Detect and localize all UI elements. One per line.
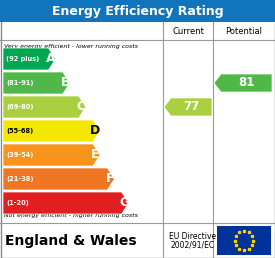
Text: D: D — [90, 125, 101, 138]
Polygon shape — [3, 144, 100, 166]
Text: Very energy efficient - lower running costs: Very energy efficient - lower running co… — [4, 44, 138, 49]
Polygon shape — [3, 120, 100, 142]
FancyBboxPatch shape — [0, 0, 275, 22]
Text: (1-20): (1-20) — [6, 200, 29, 206]
Polygon shape — [3, 72, 70, 94]
Polygon shape — [3, 48, 56, 70]
Text: 2002/91/EC: 2002/91/EC — [171, 240, 215, 249]
Text: (55-68): (55-68) — [6, 128, 33, 134]
Polygon shape — [164, 98, 212, 116]
Text: (92 plus): (92 plus) — [6, 56, 39, 62]
Text: England & Wales: England & Wales — [5, 233, 137, 247]
Text: A: A — [46, 52, 56, 66]
Text: (39-54): (39-54) — [6, 152, 33, 158]
Text: 81: 81 — [238, 77, 255, 90]
Text: G: G — [119, 197, 129, 209]
Polygon shape — [3, 96, 86, 118]
Text: (81-91): (81-91) — [6, 80, 34, 86]
Text: EU Directive: EU Directive — [169, 232, 217, 241]
Text: C: C — [77, 101, 86, 114]
Text: F: F — [106, 173, 114, 186]
Polygon shape — [3, 192, 129, 214]
Text: 77: 77 — [183, 101, 200, 114]
Text: Not energy efficient - higher running costs: Not energy efficient - higher running co… — [4, 213, 138, 218]
Text: Energy Efficiency Rating: Energy Efficiency Rating — [52, 4, 223, 18]
Polygon shape — [3, 168, 114, 190]
FancyBboxPatch shape — [217, 226, 271, 255]
Text: Current: Current — [172, 27, 204, 36]
Text: (21-38): (21-38) — [6, 176, 34, 182]
Text: E: E — [91, 149, 100, 162]
Polygon shape — [214, 74, 272, 92]
Text: (69-80): (69-80) — [6, 104, 34, 110]
Text: Potential: Potential — [226, 27, 263, 36]
Text: B: B — [60, 77, 70, 90]
